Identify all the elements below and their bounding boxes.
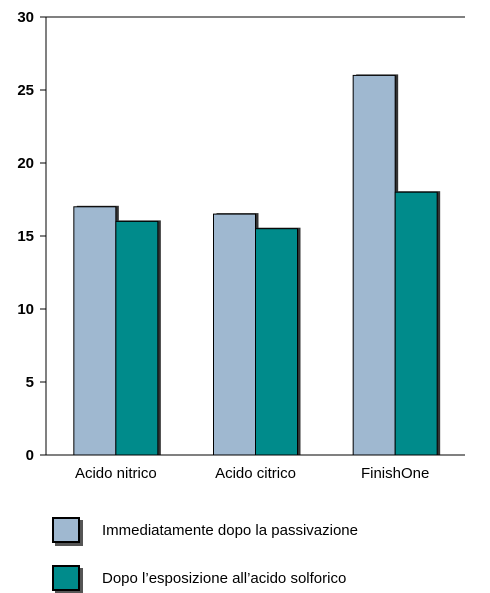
legend-swatch-series-1 — [52, 517, 80, 543]
legend-item-series-1: Immediatamente dopo la passivazione — [52, 515, 358, 545]
y-tick-label: 25 — [17, 82, 34, 99]
legend-label-series-2: Dopo l’esposizione all’acido solforico — [102, 569, 347, 587]
bars — [73, 74, 441, 456]
y-tick-label: 20 — [17, 155, 34, 172]
bar-1-finishone — [352, 74, 396, 456]
legend-swatch-series-2 — [52, 565, 80, 591]
bar-2-acido-nitrico — [115, 220, 159, 456]
bar-chart: 0 5 10 15 20 25 30 Acido nitrico Acido citrico F… — [17, 9, 465, 482]
y-tick-label: 5 — [26, 374, 34, 391]
bar-1-acido-citrico — [213, 213, 256, 456]
bar-2-finishone — [394, 191, 438, 456]
legend-label-series-1: Immediatamente dopo la passivazione — [102, 521, 358, 539]
x-category-label: Acido nitrico — [75, 465, 157, 482]
x-category-label: FinishOne — [361, 465, 429, 482]
bar-2-acido-citrico — [255, 228, 298, 456]
x-category-label: Acido citrico — [215, 465, 296, 482]
x-axis: Acido nitrico Acido citrico FinishOne — [46, 454, 465, 482]
bar-1-acido-nitrico — [73, 206, 117, 456]
y-tick-label: 30 — [17, 9, 34, 26]
y-tick-label: 15 — [17, 228, 34, 245]
y-tick-label: 10 — [17, 301, 34, 318]
y-axis: 0 5 10 15 20 25 30 — [17, 9, 465, 464]
y-tick-label: 0 — [26, 447, 34, 464]
legend-item-series-2: Dopo l’esposizione all’acido solforico — [52, 563, 346, 593]
